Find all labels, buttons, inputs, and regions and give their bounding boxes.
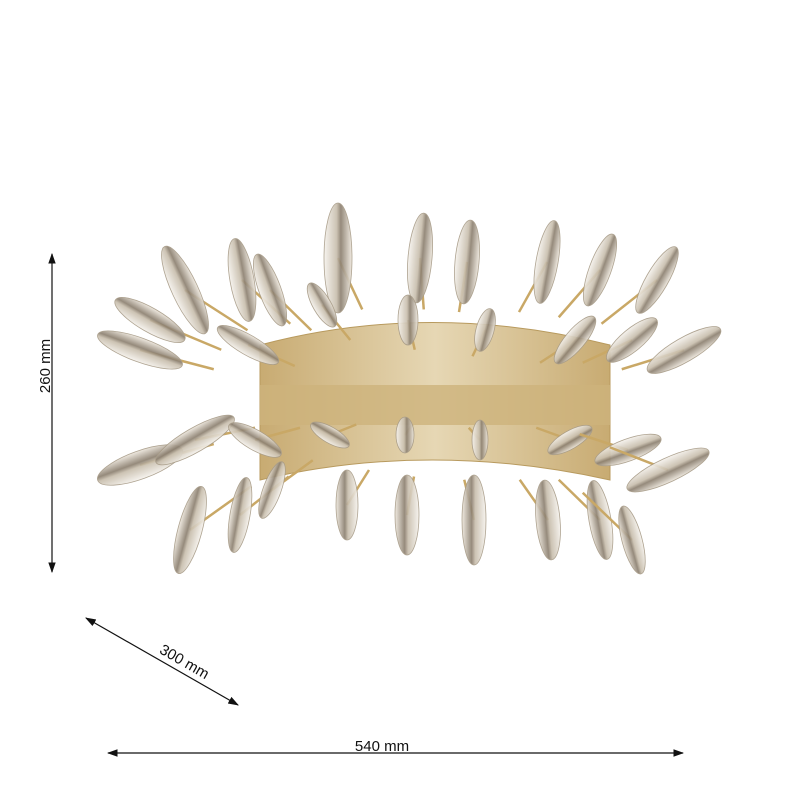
depth-arrow: [85, 617, 239, 706]
depth-label: 300 mm: [157, 641, 212, 683]
wall-lamp-illustration: [97, 202, 722, 575]
crystal-petal: [310, 421, 350, 449]
crystal-petal: [646, 326, 722, 374]
crystal-petal: [535, 479, 561, 561]
crystal-petal: [173, 486, 207, 574]
crystal-petal: [227, 477, 253, 553]
crystal-petal: [161, 245, 209, 335]
crystal-petal: [227, 238, 257, 322]
crystal-petal: [618, 505, 646, 575]
crystal-petal: [155, 414, 235, 466]
crystal-petal: [474, 308, 496, 352]
crystal-petal: [454, 219, 480, 305]
crystal-petals: [97, 202, 722, 575]
crystal-petal: [335, 469, 359, 541]
crystal-petal: [114, 297, 186, 343]
crystal-petal: [407, 212, 433, 304]
crystal-petal: [306, 282, 338, 328]
center-band: [260, 385, 610, 425]
crystal-petal: [635, 246, 679, 314]
crystal-petal: [228, 422, 282, 458]
crystal-petal: [252, 253, 288, 327]
width-dimension: 540 mm: [106, 738, 685, 757]
crystal-petal: [533, 220, 561, 304]
crystal-petal: [97, 330, 183, 370]
crystal-petal: [594, 433, 662, 467]
crystal-petal: [258, 461, 286, 519]
crystal-petal: [216, 325, 280, 365]
crystal-petal: [395, 416, 415, 454]
height-dimension: 260 mm: [37, 252, 56, 574]
height-label: 260 mm: [37, 339, 54, 393]
crystal-petal: [606, 317, 658, 363]
crystal-petal: [461, 474, 487, 566]
width-label: 540 mm: [355, 738, 409, 755]
crystal-petal: [394, 474, 420, 556]
crystal-petal: [471, 419, 489, 461]
crystal-petal: [553, 315, 597, 365]
crystal-petal: [397, 294, 419, 346]
crystal-petal: [626, 447, 710, 493]
depth-dimension: 300 mm: [85, 617, 239, 706]
crystal-petal: [582, 233, 618, 307]
crystal-petal: [323, 202, 353, 314]
crystal-petal: [547, 424, 593, 456]
